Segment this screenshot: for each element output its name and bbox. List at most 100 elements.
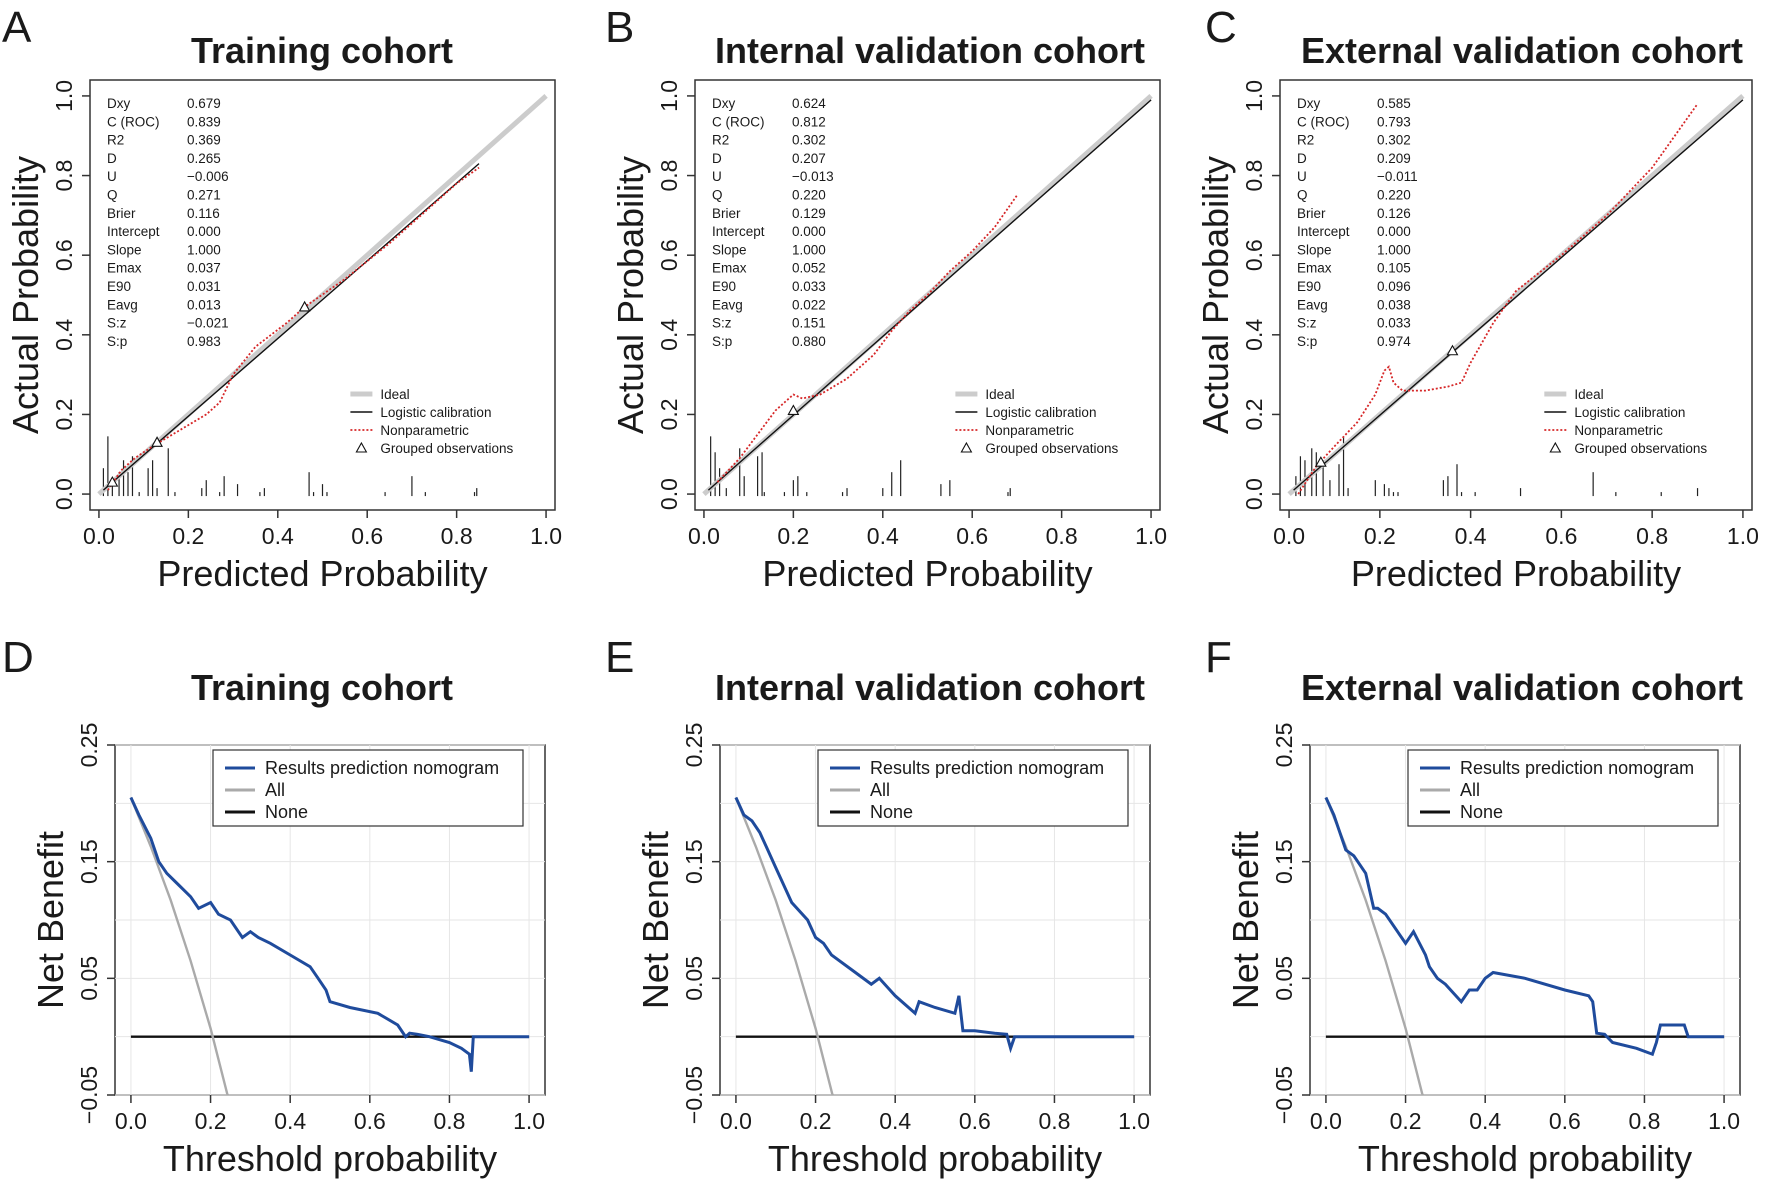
stat-label: S:z — [712, 316, 732, 331]
legend-swatch-grouped — [1549, 441, 1562, 453]
y-tick-label: 0.05 — [681, 956, 707, 1001]
y-tick-label: 1.0 — [656, 80, 682, 112]
stat-value: 0.013 — [187, 297, 221, 312]
stat-label: U — [712, 169, 722, 184]
stat-label: R2 — [712, 133, 729, 148]
legend-label: Grouped observations — [380, 441, 513, 456]
stat-value: 1.000 — [1377, 242, 1411, 257]
series-logistic-calibration — [707, 99, 1152, 491]
x-tick-label: 0.6 — [351, 523, 383, 549]
legend-label: Results prediction nomogram — [265, 758, 499, 778]
stat-value: 0.624 — [792, 96, 826, 111]
stat-value: 0.037 — [187, 261, 221, 276]
stat-value: 0.302 — [792, 133, 826, 148]
stat-value: 0.022 — [792, 297, 826, 312]
stat-value: 0.983 — [187, 334, 221, 349]
chart-title: Training cohort — [191, 30, 453, 71]
stat-value: −0.021 — [187, 316, 229, 331]
stat-label: E90 — [712, 279, 736, 294]
stat-label: Emax — [712, 261, 747, 276]
y-tick-label: 0.2 — [1241, 398, 1267, 430]
legend-label: Logistic calibration — [380, 405, 491, 420]
legend-label: Results prediction nomogram — [1460, 758, 1694, 778]
x-tick-label: 0.8 — [1628, 1108, 1660, 1134]
x-tick-label: 0.0 — [1273, 523, 1305, 549]
y-tick-label: −0.05 — [76, 1066, 102, 1124]
plot-frame — [694, 79, 1161, 511]
stat-label: Emax — [107, 261, 142, 276]
stat-label: U — [1297, 169, 1307, 184]
stat-label: Intercept — [712, 224, 765, 239]
grouped-observation-marker — [1314, 456, 1327, 467]
panel-letter: F — [1205, 633, 1232, 682]
legend-swatch-grouped — [355, 441, 368, 453]
x-tick-label: 0.2 — [172, 523, 204, 549]
series-all — [129, 797, 229, 1095]
grouped-observation-marker — [298, 300, 311, 312]
stat-label: D — [712, 151, 722, 166]
chart-panel-b: B Internal validation cohort 0.0 0.2 0.4 0.6 0… — [605, 3, 1167, 594]
stat-label: Brier — [1297, 206, 1326, 221]
chart-title: External validation cohort — [1301, 667, 1743, 708]
stat-label: S:z — [1297, 316, 1317, 331]
stat-value: 0.129 — [792, 206, 826, 221]
x-tick-label: 0.4 — [879, 1108, 911, 1134]
series-nonparametric — [716, 194, 1018, 483]
x-tick-label: 0.0 — [688, 523, 720, 549]
x-axis-title: Predicted Probability — [762, 553, 1092, 594]
x-tick-label: 1.0 — [513, 1108, 545, 1134]
y-axis-title: Net Benefit — [635, 831, 676, 1009]
legend-box — [212, 749, 524, 827]
x-tick-label: 0.6 — [959, 1108, 991, 1134]
y-tick-label: −0.05 — [681, 1066, 707, 1124]
y-tick-label: 0.2 — [656, 398, 682, 430]
x-tick-label: 0.8 — [441, 523, 473, 549]
stat-value: 0.209 — [1377, 151, 1411, 166]
stat-value: −0.006 — [187, 169, 229, 184]
x-tick-label: 0.4 — [262, 523, 294, 549]
chart-panel-d: D Training cohort 0.0 0.2 0.4 0.6 0.8 1.0 −0.05 0… — [2, 633, 546, 1179]
y-tick-label: 0.6 — [656, 239, 682, 271]
stat-value: 0.271 — [187, 188, 221, 203]
stat-label: C (ROC) — [712, 114, 765, 129]
stat-value: 0.096 — [1377, 279, 1411, 294]
legend-label: Results prediction nomogram — [870, 758, 1104, 778]
stat-label: Intercept — [107, 224, 160, 239]
x-tick-label: 0.6 — [354, 1108, 386, 1134]
series-logistic-calibration — [1293, 99, 1744, 491]
stat-value: 0.033 — [792, 279, 826, 294]
series-nomogram — [1324, 796, 1725, 1057]
legend-label: All — [1460, 780, 1480, 800]
y-tick-label: 0.4 — [1241, 319, 1267, 351]
legend-label: All — [870, 780, 890, 800]
stat-label: Dxy — [107, 96, 130, 111]
chart-title: Internal validation cohort — [715, 30, 1145, 71]
panel-letter: E — [605, 633, 634, 682]
stat-label: D — [107, 151, 117, 166]
y-tick-label: 0.25 — [76, 723, 102, 768]
y-tick-label: 0.25 — [681, 723, 707, 768]
stat-value: 0.000 — [187, 224, 221, 239]
stat-value: 0.220 — [1377, 188, 1411, 203]
stat-label: Brier — [712, 206, 741, 221]
stat-value: 1.000 — [792, 242, 826, 257]
legend-label: Nonparametric — [380, 423, 469, 438]
y-tick-label: 0.6 — [51, 239, 77, 271]
chart-panel-f: F External validation cohort 0.0 0.2 0.4 0.6 0… — [1205, 633, 1743, 1179]
y-axis-title: Actual Probability — [1195, 156, 1236, 434]
x-tick-label: 0.2 — [1390, 1108, 1422, 1134]
stat-label: Slope — [107, 242, 142, 257]
legend-swatch-grouped — [960, 441, 973, 453]
x-tick-label: 0.4 — [1469, 1108, 1501, 1134]
y-tick-label: 0.6 — [1241, 239, 1267, 271]
legend-label: Ideal — [985, 387, 1014, 402]
x-tick-label: 0.6 — [956, 523, 988, 549]
y-tick-label: 0.8 — [656, 160, 682, 192]
legend-label: None — [1460, 802, 1503, 822]
stat-value: 0.369 — [187, 133, 221, 148]
legend-box — [817, 749, 1129, 827]
stat-value: −0.011 — [1377, 169, 1418, 184]
stat-label: Eavg — [712, 297, 743, 312]
y-tick-label: 0.25 — [1271, 723, 1297, 768]
